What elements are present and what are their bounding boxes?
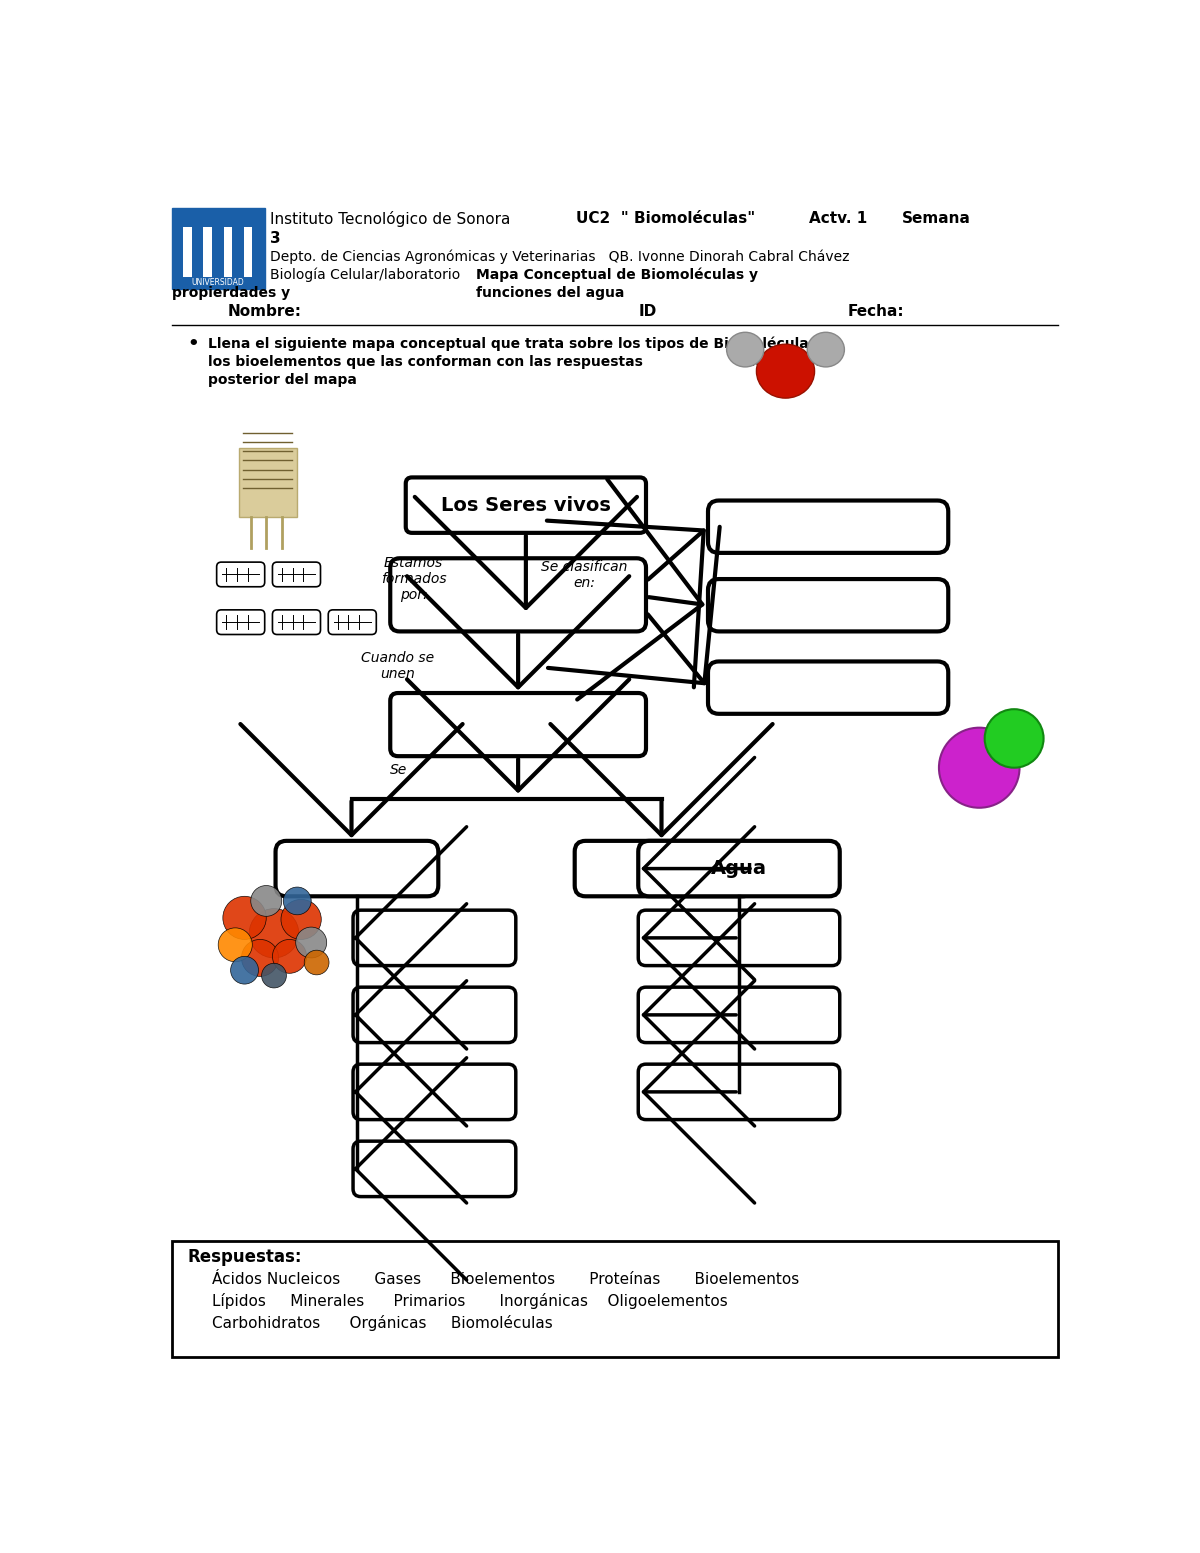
Text: Los Seres vivos: Los Seres vivos	[440, 495, 611, 514]
Bar	[198, 227, 204, 278]
FancyBboxPatch shape	[406, 477, 646, 533]
Bar	[172, 1241, 1058, 1357]
Text: Depto. de Ciencias Agronómicas y Veterinarias   QB. Ivonne Dinorah Cabral Chávez: Depto. de Ciencias Agronómicas y Veterin…	[270, 250, 850, 264]
Text: funciones del agua: funciones del agua	[475, 286, 624, 300]
Text: Agua: Agua	[710, 859, 767, 877]
Bar	[178, 227, 192, 278]
FancyBboxPatch shape	[276, 840, 438, 896]
Bar	[178, 227, 184, 278]
Text: Llena el siguiente mapa conceptual que trata sobre los tipos de Biomoléculas y: Llena el siguiente mapa conceptual que t…	[208, 337, 830, 351]
Text: O: O	[780, 367, 791, 379]
Bar	[239, 227, 252, 278]
Text: Lípidos     Minerales      Primarios       Inorgánicas    Oligoelementos: Lípidos Minerales Primarios Inorgánicas …	[212, 1294, 727, 1309]
FancyBboxPatch shape	[329, 610, 377, 635]
Bar	[239, 449, 298, 517]
FancyBboxPatch shape	[390, 693, 646, 756]
FancyBboxPatch shape	[638, 840, 840, 896]
Text: Na⁺: Na⁺	[968, 766, 990, 776]
FancyBboxPatch shape	[353, 988, 516, 1042]
Text: Cl⁻: Cl⁻	[1006, 733, 1022, 744]
Text: Se: Se	[390, 763, 408, 776]
FancyBboxPatch shape	[272, 562, 320, 587]
Bar	[218, 227, 232, 278]
Text: Se clasifican
en:: Se clasifican en:	[541, 561, 628, 590]
Text: H: H	[821, 345, 830, 354]
Bar	[172, 208, 265, 289]
Text: Instituto Tecnológico de Sonora: Instituto Tecnológico de Sonora	[270, 211, 510, 227]
Text: •: •	[187, 335, 199, 353]
Circle shape	[241, 940, 278, 977]
FancyBboxPatch shape	[353, 1141, 516, 1197]
FancyBboxPatch shape	[708, 500, 948, 553]
FancyBboxPatch shape	[575, 840, 752, 896]
Bar	[239, 227, 244, 278]
Text: ID: ID	[638, 304, 656, 320]
FancyBboxPatch shape	[272, 610, 320, 635]
Text: Respuestas:: Respuestas:	[187, 1247, 301, 1266]
Ellipse shape	[727, 332, 764, 367]
Text: Biología Celular/laboratorio: Biología Celular/laboratorio	[270, 267, 474, 283]
Text: posterior del mapa: posterior del mapa	[208, 373, 358, 387]
FancyBboxPatch shape	[708, 662, 948, 714]
Circle shape	[262, 963, 287, 988]
Circle shape	[938, 728, 1020, 808]
FancyBboxPatch shape	[217, 610, 265, 635]
FancyBboxPatch shape	[390, 558, 646, 632]
Text: Semana: Semana	[901, 211, 971, 227]
Circle shape	[272, 940, 306, 974]
Ellipse shape	[808, 332, 845, 367]
FancyBboxPatch shape	[638, 1064, 840, 1120]
Ellipse shape	[756, 345, 815, 398]
Circle shape	[281, 899, 322, 940]
Circle shape	[250, 909, 299, 958]
Text: Mapa Conceptual de Biomoléculas y: Mapa Conceptual de Biomoléculas y	[475, 267, 757, 283]
FancyBboxPatch shape	[353, 910, 516, 966]
FancyBboxPatch shape	[638, 988, 840, 1042]
Text: Fecha:: Fecha:	[847, 304, 904, 320]
Circle shape	[283, 887, 311, 915]
Text: H: H	[740, 345, 750, 354]
Circle shape	[223, 896, 266, 940]
Text: Actv. 1: Actv. 1	[809, 211, 866, 227]
Text: UC2  " Biomoléculas": UC2 " Biomoléculas"	[576, 211, 756, 227]
FancyBboxPatch shape	[638, 910, 840, 966]
Bar	[218, 227, 223, 278]
Text: los bioelementos que las conforman con las respuestas                     de la : los bioelementos que las conforman con l…	[208, 356, 830, 370]
FancyBboxPatch shape	[353, 1064, 516, 1120]
Circle shape	[295, 927, 326, 958]
Circle shape	[251, 885, 282, 916]
Text: propierdades y: propierdades y	[172, 286, 290, 300]
Text: 3: 3	[270, 231, 281, 247]
Text: UNIVERSIDAD: UNIVERSIDAD	[192, 278, 245, 287]
Bar	[198, 227, 212, 278]
Circle shape	[230, 957, 258, 985]
Text: Nombre:: Nombre:	[228, 304, 301, 320]
FancyBboxPatch shape	[708, 579, 948, 632]
Text: Ácidos Nucleicos       Gases      Bioelementos       Proteínas       Bioelemento: Ácidos Nucleicos Gases Bioelementos Prot…	[212, 1272, 799, 1287]
FancyBboxPatch shape	[217, 562, 265, 587]
Text: Carbohidratos      Orgánicas     Biomoléculas: Carbohidratos Orgánicas Biomoléculas	[212, 1315, 553, 1331]
Circle shape	[305, 950, 329, 975]
Text: Estamos
formados
por:: Estamos formados por:	[380, 556, 446, 603]
Circle shape	[985, 710, 1044, 767]
Text: Cuando se
unen: Cuando se unen	[361, 651, 434, 680]
Circle shape	[218, 927, 252, 961]
